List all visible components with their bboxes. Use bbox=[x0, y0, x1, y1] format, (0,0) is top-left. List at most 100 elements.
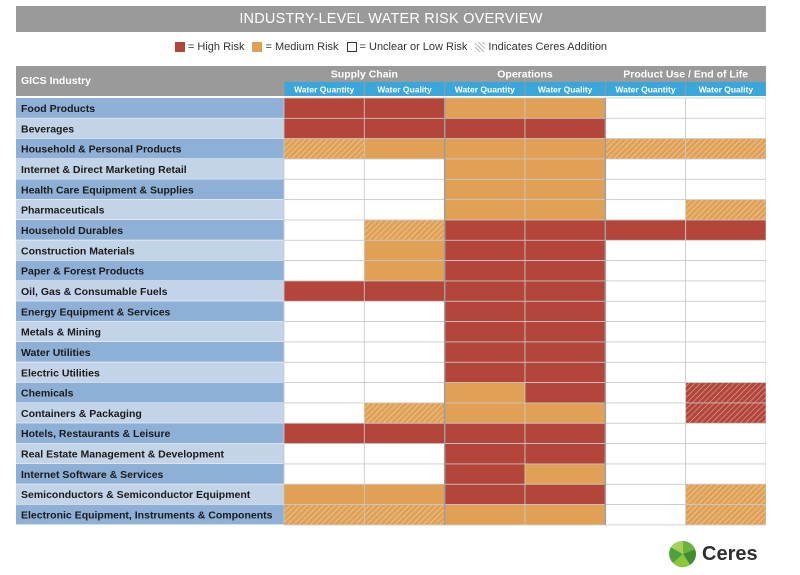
row-label-bg bbox=[16, 484, 284, 505]
ceres-wordmark: Ceres bbox=[702, 542, 758, 565]
risk-cell bbox=[685, 321, 766, 343]
risk-cell bbox=[685, 239, 766, 262]
risk-cell bbox=[604, 321, 687, 343]
column-header: Water Quantity bbox=[455, 85, 515, 95]
row-label-bg bbox=[16, 199, 284, 220]
risk-cell bbox=[363, 321, 446, 343]
risk-cell bbox=[363, 300, 446, 323]
risk-cell bbox=[524, 158, 606, 180]
risk-cell bbox=[685, 97, 766, 119]
risk-cell bbox=[363, 239, 446, 262]
row-label-bg bbox=[16, 321, 284, 342]
risk-cell bbox=[604, 504, 687, 526]
risk-cell bbox=[604, 341, 687, 363]
row-label-bg bbox=[16, 138, 284, 159]
row-label-bg bbox=[16, 463, 284, 485]
risk-cell bbox=[444, 117, 526, 140]
risk-cell bbox=[524, 239, 606, 262]
row-label-bg bbox=[16, 98, 284, 119]
risk-cell bbox=[604, 483, 687, 505]
column-header-bg bbox=[605, 82, 686, 96]
risk-cell bbox=[685, 117, 766, 140]
risk-cell bbox=[604, 178, 687, 201]
risk-cell bbox=[524, 178, 606, 201]
legend-item-low: = Unclear or Low Risk bbox=[346, 41, 468, 53]
legend-swatch-high bbox=[174, 42, 185, 52]
industry-label: Paper & Forest Products bbox=[21, 266, 144, 278]
risk-cell bbox=[283, 422, 365, 445]
risk-cell bbox=[363, 178, 446, 201]
risk-cell bbox=[444, 361, 526, 384]
column-header-bg bbox=[445, 82, 525, 96]
corner-label: GICS Industry bbox=[21, 75, 91, 87]
column-header: Water Quality bbox=[699, 85, 754, 95]
risk-cell bbox=[685, 178, 766, 201]
risk-cell bbox=[283, 260, 365, 282]
risk-cell bbox=[685, 463, 766, 485]
risk-cell bbox=[524, 341, 606, 363]
risk-cell bbox=[524, 280, 606, 302]
risk-cell bbox=[444, 422, 526, 445]
risk-cell bbox=[444, 280, 526, 302]
column-header-bg bbox=[284, 82, 364, 96]
industry-label: Internet Software & Services bbox=[21, 469, 164, 481]
ceres-leaf-icon bbox=[669, 540, 697, 568]
risk-cell bbox=[524, 504, 606, 526]
industry-label: Containers & Packaging bbox=[21, 408, 142, 420]
ceres-logo: Ceres bbox=[668, 538, 768, 570]
industry-label: Construction Materials bbox=[21, 245, 135, 257]
risk-cell bbox=[604, 260, 687, 282]
risk-cell bbox=[283, 300, 365, 323]
risk-cell bbox=[685, 260, 766, 282]
risk-cell bbox=[685, 219, 766, 241]
risk-cell bbox=[283, 463, 365, 485]
risk-cell bbox=[363, 97, 446, 119]
row-label-bg bbox=[16, 382, 284, 403]
column-header-bg bbox=[525, 82, 605, 96]
risk-cell bbox=[444, 341, 526, 363]
industry-label: Internet & Direct Marketing Retail bbox=[21, 164, 187, 176]
risk-cell bbox=[283, 97, 365, 119]
industry-label: Chemicals bbox=[21, 388, 74, 400]
risk-cell bbox=[524, 260, 606, 282]
legend: = High Risk = Medium Risk = Unclear or Low… bbox=[16, 39, 766, 55]
industry-label: Semiconductors & Semiconductor Equipment bbox=[21, 489, 251, 501]
risk-cell bbox=[524, 402, 606, 424]
row-label-bg bbox=[16, 362, 284, 383]
ceres-addition-hatch bbox=[686, 505, 766, 525]
risk-cell bbox=[283, 199, 365, 221]
industry-label: Food Products bbox=[21, 103, 95, 115]
risk-cell bbox=[444, 402, 526, 424]
group-header: Product Use / End of Life bbox=[623, 69, 748, 81]
ceres-addition-hatch bbox=[284, 505, 364, 525]
risk-cell bbox=[524, 199, 606, 221]
column-header: Water Quantity bbox=[615, 85, 675, 95]
risk-cell bbox=[604, 199, 687, 221]
risk-cell bbox=[283, 341, 365, 363]
risk-cell bbox=[524, 443, 606, 465]
risk-cell bbox=[524, 300, 606, 323]
risk-matrix: GICS Industry Supply Chain Operations Produ… bbox=[16, 66, 766, 526]
risk-cell bbox=[604, 239, 687, 262]
industry-label: Beverages bbox=[21, 123, 74, 135]
legend-swatch-low bbox=[346, 42, 357, 52]
risk-cell bbox=[685, 280, 766, 302]
risk-cell bbox=[604, 219, 687, 241]
row-label-bg bbox=[16, 219, 284, 241]
risk-cell bbox=[283, 483, 365, 505]
row-label-bg bbox=[16, 179, 284, 200]
risk-cell bbox=[444, 443, 526, 465]
risk-cell bbox=[444, 321, 526, 343]
row-label-bg bbox=[16, 402, 284, 424]
group-header: Operations bbox=[497, 69, 553, 81]
risk-cell bbox=[604, 97, 687, 119]
risk-cell bbox=[524, 321, 606, 343]
risk-cell bbox=[444, 199, 526, 221]
risk-cell bbox=[604, 117, 687, 140]
ceres-addition-hatch bbox=[686, 403, 766, 423]
industry-label: Oil, Gas & Consumable Fuels bbox=[21, 286, 168, 298]
industry-label: Household & Personal Products bbox=[21, 144, 182, 156]
legend-label-low: = Unclear or Low Risk bbox=[359, 41, 468, 53]
legend-swatch-hatch bbox=[475, 42, 486, 52]
industry-label: Pharmaceuticals bbox=[21, 205, 105, 217]
